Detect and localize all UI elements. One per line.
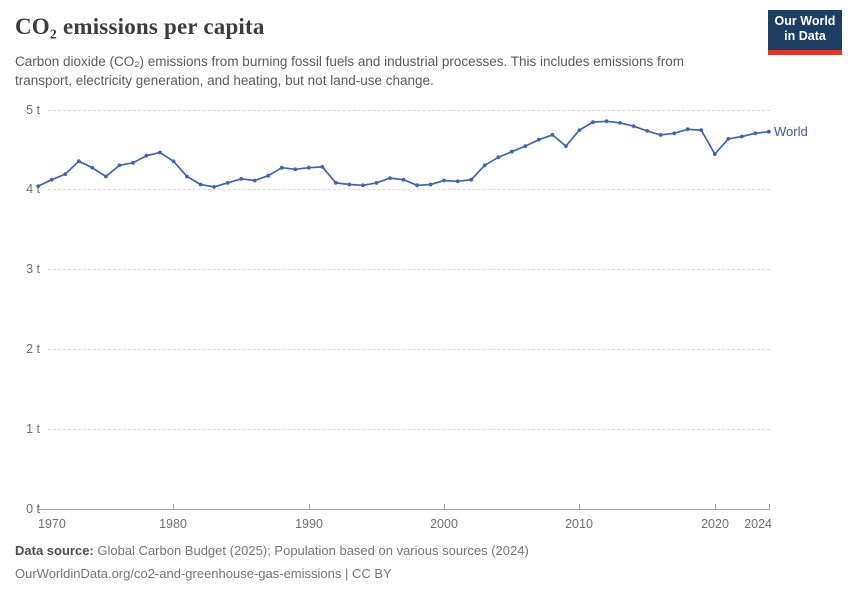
gridline-1t bbox=[48, 429, 770, 430]
gridline-4t bbox=[48, 189, 770, 190]
page-title: CO₂ emissions per capita bbox=[15, 14, 265, 39]
subtitle-line-1: Carbon dioxide (CO₂) emissions from burn… bbox=[15, 54, 685, 69]
entity-label-world[interactable]: World bbox=[774, 124, 808, 139]
gridline-2t bbox=[48, 349, 770, 350]
x-tickmark-1990 bbox=[309, 504, 310, 509]
x-label-1970: 1970 bbox=[38, 517, 66, 531]
y-label-4t: 4 t bbox=[26, 182, 40, 196]
logo-line-2: in Data bbox=[784, 29, 826, 43]
x-tickmark-2010 bbox=[579, 504, 580, 509]
x-label-1980: 1980 bbox=[159, 517, 187, 531]
data-source-line: Data source: Global Carbon Budget (2025)… bbox=[15, 543, 529, 558]
x-tickmark-2000 bbox=[444, 504, 445, 509]
gridline-3t bbox=[48, 269, 770, 270]
x-tickmark-2020 bbox=[715, 504, 716, 509]
y-label-3t: 3 t bbox=[26, 262, 40, 276]
logo-line-1: Our World bbox=[774, 14, 836, 28]
x-tickmark-1980 bbox=[173, 504, 174, 509]
x-tickmark-2024 bbox=[769, 504, 770, 509]
owid-logo[interactable]: Our World in Data bbox=[768, 10, 842, 55]
chart-subtitle: Carbon dioxide (CO₂) emissions from burn… bbox=[15, 52, 755, 90]
x-label-2000: 2000 bbox=[430, 517, 458, 531]
attribution-line[interactable]: OurWorldinData.org/co2-and-greenhouse-ga… bbox=[15, 566, 392, 581]
subtitle-line-2: transport, electricity generation, and h… bbox=[15, 73, 434, 88]
x-label-2020: 2020 bbox=[701, 517, 729, 531]
y-label-0t: 0 t bbox=[26, 502, 40, 516]
gridline-5t bbox=[48, 110, 770, 111]
y-label-1t: 1 t bbox=[26, 422, 40, 436]
x-label-2010: 2010 bbox=[565, 517, 593, 531]
y-label-2t: 2 t bbox=[26, 342, 40, 356]
x-tickmark-1970 bbox=[38, 504, 39, 509]
x-label-1990: 1990 bbox=[295, 517, 323, 531]
x-label-2024: 2024 bbox=[744, 517, 772, 531]
y-label-5t: 5 t bbox=[26, 103, 40, 117]
data-source-label: Data source: bbox=[15, 543, 94, 558]
data-source-text: Global Carbon Budget (2025); Population … bbox=[93, 543, 529, 558]
x-axis-line bbox=[38, 509, 770, 510]
